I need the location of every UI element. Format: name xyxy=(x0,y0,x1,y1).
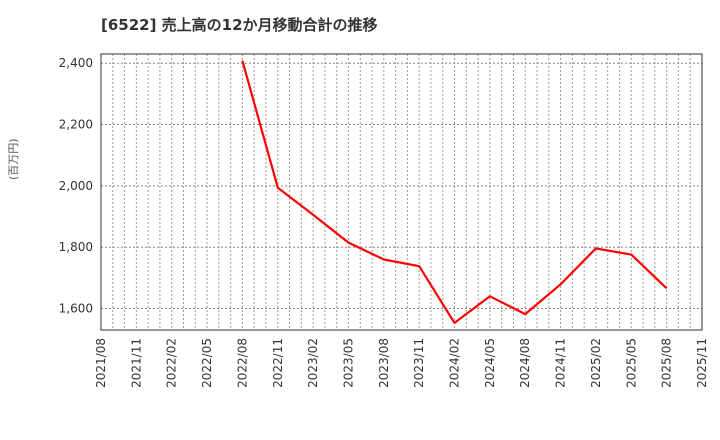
y-axis-ticks: 1,600 1,800 2,000 2,200 2,400 xyxy=(59,56,93,315)
x-tick-label: 2022/08 xyxy=(235,338,249,388)
x-tick-label: 2024/11 xyxy=(554,338,568,388)
revenue-line xyxy=(241,60,668,324)
x-tick-label: 2022/02 xyxy=(165,338,179,388)
y-tick-label: 1,600 xyxy=(59,302,93,316)
y-tick-label: 2,400 xyxy=(59,56,93,70)
x-tick-label: 2023/05 xyxy=(341,338,355,388)
x-axis-ticks: 2021/08 2021/11 2022/02 2022/05 2022/08 2022/… xyxy=(94,338,709,388)
x-tick-label: 2021/11 xyxy=(129,338,143,388)
x-tick-label: 2024/08 xyxy=(518,338,532,388)
chart-title: [6522] 売上高の12か月移動合計の推移 xyxy=(101,16,378,34)
x-tick-label: 2025/08 xyxy=(660,338,674,388)
x-tick-label: 2023/02 xyxy=(306,338,320,388)
x-tick-label: 2023/08 xyxy=(377,338,391,388)
x-tick-label: 2024/02 xyxy=(448,338,462,388)
y-tick-label: 2,000 xyxy=(59,179,93,193)
gridlines xyxy=(101,54,702,330)
x-tick-label: 2025/02 xyxy=(589,338,603,388)
x-tick-label: 2022/11 xyxy=(271,338,285,388)
y-tick-label: 2,200 xyxy=(59,118,93,132)
x-tick-label: 2025/05 xyxy=(624,338,638,388)
x-tick-label: 2023/11 xyxy=(412,338,426,388)
x-tick-label: 2025/11 xyxy=(695,338,709,388)
x-tick-label: 2021/08 xyxy=(94,338,108,388)
x-tick-label: 2024/05 xyxy=(483,338,497,388)
y-tick-label: 1,800 xyxy=(59,240,93,254)
plot-area-border xyxy=(100,53,703,331)
x-tick-label: 2022/05 xyxy=(200,338,214,388)
